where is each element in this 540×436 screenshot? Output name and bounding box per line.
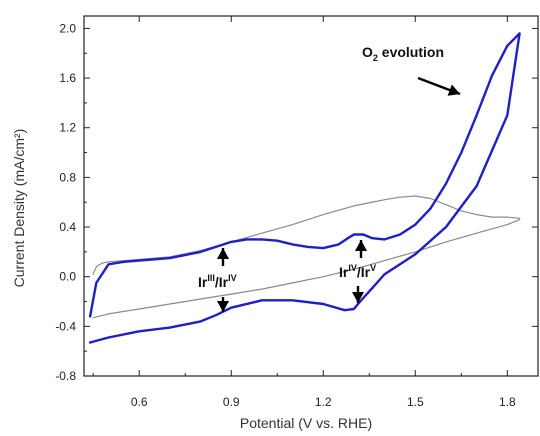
y-tick-label: 0.0 (59, 270, 76, 284)
y-tick-label: -0.4 (55, 319, 76, 333)
series-layer (88, 32, 521, 344)
series-line-blue (88, 32, 521, 344)
annotation-arrows (217, 76, 461, 312)
plot-area: 0.6 0.9 1.2 1.5 1.8 -0.8 -0.4 0.0 0.4 0.8 1.2 1.6 2… (55, 15, 539, 409)
x-tick-label: 0.6 (131, 395, 148, 409)
annotation-ir4-ir5: IrIV/IrV (339, 263, 376, 280)
y-tick-label: 0.8 (59, 170, 76, 184)
y-tick-label: 1.6 (59, 71, 76, 85)
arrow-ir4-down-head (352, 292, 364, 303)
y-tick-label: 1.2 (59, 121, 76, 135)
y-tick-label: -0.8 (55, 369, 76, 383)
x-ticks: 0.6 0.9 1.2 1.5 1.8 (92, 16, 516, 409)
y-ticks: -0.8 -0.4 0.0 0.4 0.8 1.2 1.6 2.0 (55, 21, 538, 383)
plot-frame (83, 15, 539, 377)
series-line-gray (92, 195, 521, 319)
arrow-ir3-up-head (217, 248, 229, 259)
x-tick-label: 0.9 (223, 395, 240, 409)
x-tick-label: 1.8 (499, 395, 516, 409)
annotation-o2-evolution: O2 evolution (362, 44, 444, 63)
x-axis-title: Potential (V vs. RHE) (240, 415, 372, 431)
x-tick-label: 1.5 (407, 395, 424, 409)
arrow-ir4-up-head (355, 240, 367, 251)
annotation-ir3-ir4: IrIII/IrIV (198, 273, 237, 290)
y-axis-title: Current Density (mA/cm²) (11, 129, 27, 288)
x-tick-label: 1.2 (315, 395, 332, 409)
y-tick-label: 2.0 (59, 21, 76, 35)
y-tick-label: 0.4 (59, 220, 76, 234)
arrow-ir3-down-head (217, 301, 229, 312)
arrow-o2-head (447, 84, 460, 96)
